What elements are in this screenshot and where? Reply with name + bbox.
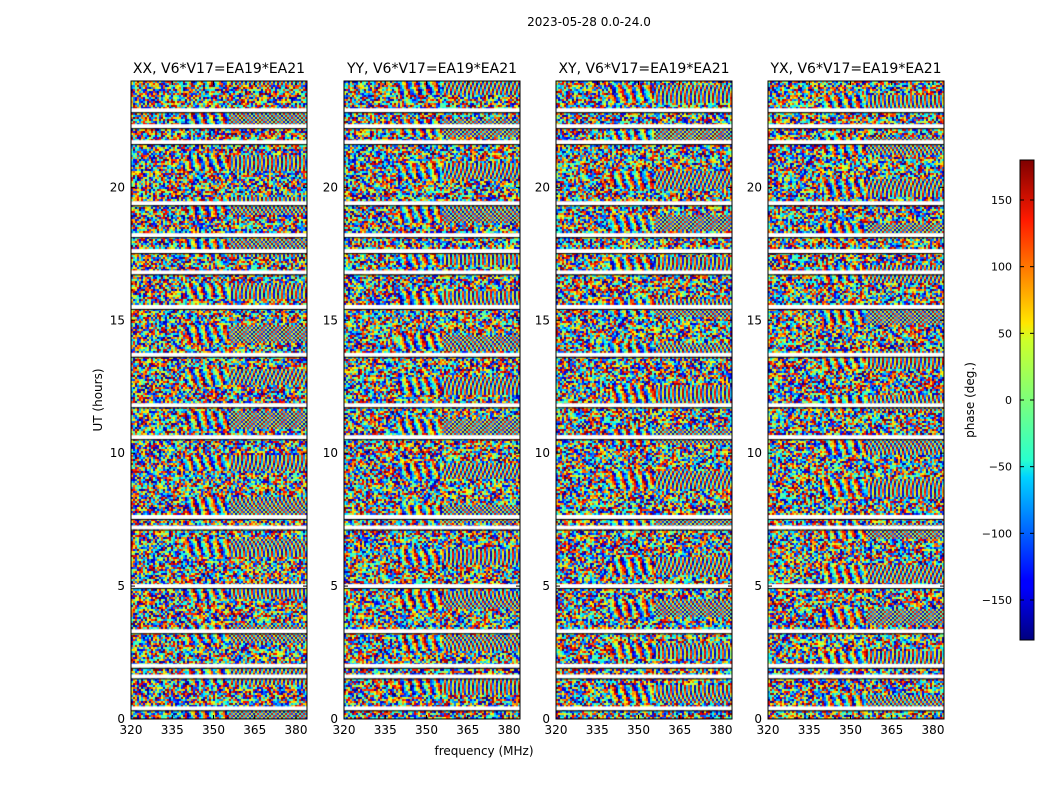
colorbar: −150 −100 −50 0 50 100 150 phase (deg.) — [963, 159, 1035, 641]
colorbar-tick-label: −50 — [989, 461, 1012, 474]
panel-frame — [555, 80, 733, 720]
y-tick-label: 15 — [535, 313, 550, 327]
phase-waterfall-xy — [556, 81, 732, 719]
x-tick-label: 320 — [545, 723, 568, 737]
phase-waterfall-yy — [344, 81, 520, 719]
colorbar-tick-label: −150 — [982, 594, 1012, 607]
colorbar-tick-label: 50 — [998, 327, 1012, 340]
x-tick-label: 320 — [120, 723, 143, 737]
x-tick-label: 380 — [285, 723, 308, 737]
y-axis-label: UT (hours) — [91, 368, 105, 431]
y-tick-label: 10 — [110, 446, 125, 460]
y-tick-label: 5 — [542, 579, 550, 593]
colorbar-tick-label: 100 — [991, 261, 1012, 274]
x-tick-label: 335 — [586, 723, 609, 737]
x-tick-label: 320 — [757, 723, 780, 737]
x-tick-label: 365 — [456, 723, 479, 737]
panel-xy: XY, V6*V17=EA19*EA21 320 335 350 365 380 0 5 10 1… — [535, 61, 733, 737]
colorbar-label: phase (deg.) — [963, 362, 977, 438]
y-tick-label: 20 — [110, 180, 125, 194]
y-tick-label: 20 — [747, 180, 762, 194]
x-tick-label: 335 — [161, 723, 184, 737]
y-tick-label: 5 — [117, 579, 125, 593]
y-tick-label: 10 — [323, 446, 338, 460]
panel-frame — [767, 80, 945, 720]
x-tick-label: 335 — [798, 723, 821, 737]
colorbar-ticks: −150 −100 −50 0 50 100 150 — [982, 194, 1034, 607]
x-tick-label: 380 — [498, 723, 521, 737]
y-tick-label: 0 — [330, 712, 338, 726]
y-tick-label: 15 — [110, 313, 125, 327]
phase-canvas-yx — [768, 81, 944, 719]
y-tick-label: 20 — [535, 180, 550, 194]
x-tick-label: 335 — [374, 723, 397, 737]
y-tick-label: 0 — [117, 712, 125, 726]
y-tick-label: 0 — [754, 712, 762, 726]
x-tick-label: 380 — [922, 723, 945, 737]
phase-waterfall-yx — [768, 81, 944, 719]
x-tick-label: 365 — [880, 723, 903, 737]
colorbar-tick-label: 150 — [991, 194, 1012, 207]
panel-title: XY, V6*V17=EA19*EA21 — [558, 61, 729, 77]
phase-canvas-xx — [131, 81, 307, 719]
panels: XX, V6*V17=EA19*EA21 320 335 350 365 380 0 5 10 1… — [110, 61, 945, 737]
panel-xx: XX, V6*V17=EA19*EA21 320 335 350 365 380 0 5 10 1… — [110, 61, 308, 737]
y-tick-label: 0 — [542, 712, 550, 726]
x-tick-label: 350 — [627, 723, 650, 737]
phase-waterfall-xx — [131, 81, 307, 719]
x-tick-label: 365 — [668, 723, 691, 737]
panel-yx: YX, V6*V17=EA19*EA21 320 335 350 365 380 0 5 10 1… — [747, 61, 945, 737]
colorbar-tick-label: 0 — [1005, 394, 1012, 407]
y-tick-label: 10 — [535, 446, 550, 460]
y-tick-label: 15 — [323, 313, 338, 327]
y-tick-label: 10 — [747, 446, 762, 460]
x-tick-label: 350 — [839, 723, 862, 737]
y-tick-label: 5 — [754, 579, 762, 593]
x-tick-label: 380 — [710, 723, 733, 737]
panel-frame — [343, 80, 521, 720]
panel-yy: YY, V6*V17=EA19*EA21 320 335 350 365 380 0 5 10 1… — [323, 61, 521, 737]
y-tick-label: 20 — [323, 180, 338, 194]
panel-frame — [130, 80, 308, 720]
phase-canvas-xy — [556, 81, 732, 719]
figure-suptitle: 2023-05-28 0.0-24.0 — [527, 15, 651, 29]
panel-title: YY, V6*V17=EA19*EA21 — [346, 61, 517, 77]
panel-title: YX, V6*V17=EA19*EA21 — [769, 61, 941, 77]
x-axis-label: frequency (MHz) — [434, 744, 533, 758]
phase-canvas-yy — [344, 81, 520, 719]
x-tick-label: 320 — [333, 723, 356, 737]
x-tick-label: 350 — [415, 723, 438, 737]
x-tick-label: 350 — [202, 723, 225, 737]
y-tick-label: 15 — [747, 313, 762, 327]
y-tick-label: 5 — [330, 579, 338, 593]
panel-title: XX, V6*V17=EA19*EA21 — [133, 61, 305, 77]
colorbar-tick-label: −100 — [982, 527, 1012, 540]
x-tick-label: 365 — [243, 723, 266, 737]
